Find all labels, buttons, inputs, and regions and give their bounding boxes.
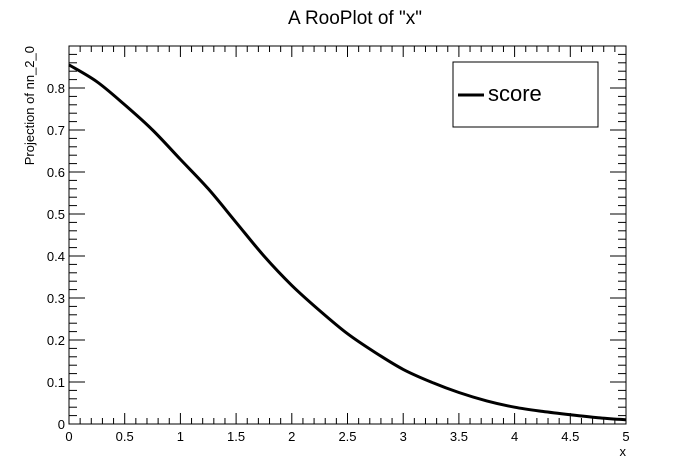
y-axis-title: Projection of nn_2_0: [22, 46, 37, 165]
x-tick-label: 0: [65, 429, 72, 444]
y-tick-label: 0.1: [47, 375, 65, 390]
legend: score: [452, 61, 599, 128]
y-tick-label: 0.8: [47, 81, 65, 96]
x-tick-label: 2.5: [338, 429, 356, 444]
x-tick-label: 3.5: [450, 429, 468, 444]
y-axis-ticks: 0 0.1 0.2 0.3 0.4 0.5 0.6 0.7 0.8: [47, 45, 626, 432]
y-tick-label: 0.3: [47, 291, 65, 306]
y-tick-label: 0: [58, 417, 65, 432]
y-tick-label: 0.4: [47, 249, 65, 264]
y-tick-label: 0.2: [47, 333, 65, 348]
y-tick-label: 0.7: [47, 123, 65, 138]
legend-label-score: score: [488, 81, 542, 106]
series-line-score: [68, 63, 627, 422]
x-tick-label: 2: [288, 429, 295, 444]
y-tick-label: 0.6: [47, 165, 65, 180]
x-tick-label: 0.5: [116, 429, 134, 444]
x-axis-title: x: [620, 444, 627, 459]
series-layer: [68, 63, 627, 422]
x-tick-label: 3: [400, 429, 407, 444]
y-tick-label: 0.5: [47, 207, 65, 222]
x-tick-label: 4: [511, 429, 518, 444]
x-axis-ticks: 0 0.5 1 1.5 2 2.5 3 3.5 4 4.5 5: [65, 46, 630, 444]
x-tick-label: 1: [177, 429, 184, 444]
x-tick-label: 4.5: [561, 429, 579, 444]
x-tick-label: 5: [622, 429, 629, 444]
chart-title: A RooPlot of "x": [288, 8, 422, 29]
x-tick-label: 1.5: [227, 429, 245, 444]
